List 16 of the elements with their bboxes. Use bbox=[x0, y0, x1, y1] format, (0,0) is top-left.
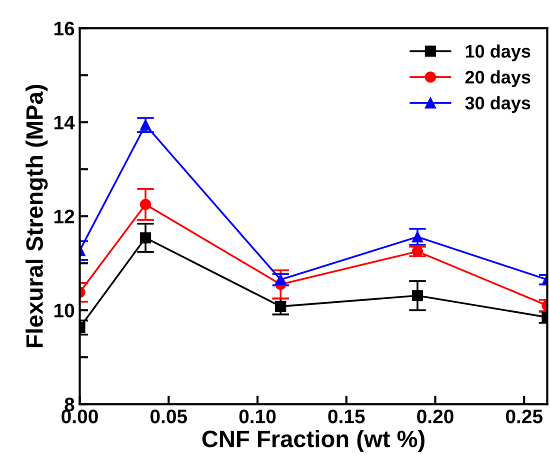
legend-label: 10 days bbox=[466, 44, 530, 62]
x-tick-label: 0.20 bbox=[417, 410, 454, 424]
x-axis-title: CNF Fraction (wt %) bbox=[202, 430, 424, 452]
y-axis-title: Flexural Strength (MPa) bbox=[26, 84, 48, 348]
x-tick-label: 0.05 bbox=[150, 410, 188, 424]
x-tick-label: 0.15 bbox=[328, 410, 365, 424]
legend-label: 30 days bbox=[465, 96, 530, 113]
y-tick-label: 14 bbox=[54, 116, 75, 130]
y-tick-label: 16 bbox=[54, 22, 74, 36]
y-tick-label: 10 bbox=[54, 304, 74, 318]
x-tick-label: 0.10 bbox=[239, 410, 276, 424]
y-tick-label: 8 bbox=[64, 398, 74, 412]
legend-label: 20 days bbox=[465, 70, 530, 88]
y-tick-label: 12 bbox=[54, 210, 74, 224]
x-tick-label: 0.25 bbox=[506, 410, 543, 424]
x-tick-label: 0.00 bbox=[62, 410, 98, 424]
